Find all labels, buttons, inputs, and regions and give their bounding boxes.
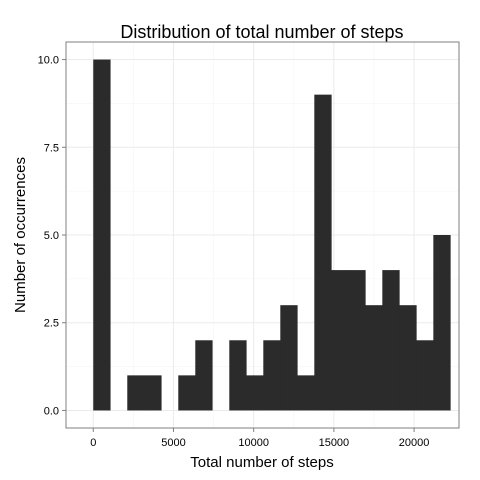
histogram-bar bbox=[382, 270, 400, 411]
histogram-bar bbox=[178, 375, 196, 411]
histogram-bar bbox=[127, 375, 145, 411]
x-axis-label: Total number of steps bbox=[190, 454, 333, 471]
x-tick-label: 15000 bbox=[319, 437, 350, 449]
histogram-bar bbox=[280, 305, 298, 411]
histogram-bar bbox=[348, 270, 366, 411]
histogram-bars bbox=[93, 59, 451, 411]
histogram-bar bbox=[297, 375, 315, 411]
histogram-bar bbox=[331, 270, 349, 411]
histogram-bar bbox=[365, 305, 383, 411]
x-tick-label: 0 bbox=[90, 437, 96, 449]
x-axis-ticks: 0 5000 10000 15000 20000 bbox=[90, 428, 429, 449]
y-tick-label: 10.0 bbox=[38, 55, 59, 67]
y-tick-label: 7.5 bbox=[44, 142, 59, 154]
y-tick-label: 5.0 bbox=[44, 230, 59, 242]
y-axis-ticks: 0.0 2.5 5.0 7.5 10.0 bbox=[38, 55, 66, 417]
histogram-bar bbox=[246, 375, 264, 411]
y-tick-label: 0.0 bbox=[44, 405, 59, 417]
histogram-bar bbox=[263, 340, 281, 411]
histogram-bar bbox=[433, 235, 451, 411]
x-tick-label: 10000 bbox=[238, 437, 269, 449]
histogram-bar bbox=[93, 59, 111, 411]
histogram-bar bbox=[195, 340, 213, 411]
x-tick-label: 20000 bbox=[399, 437, 430, 449]
histogram-bar bbox=[144, 375, 162, 411]
x-tick-label: 5000 bbox=[161, 437, 185, 449]
histogram-bar bbox=[229, 340, 247, 411]
histogram-bar bbox=[399, 305, 417, 411]
y-tick-label: 2.5 bbox=[44, 318, 59, 330]
histogram-bar bbox=[416, 340, 434, 411]
chart-title: Distribution of total number of steps bbox=[120, 22, 403, 42]
y-axis-label: Number of occurrences bbox=[12, 157, 29, 313]
histogram-bar bbox=[314, 94, 332, 411]
